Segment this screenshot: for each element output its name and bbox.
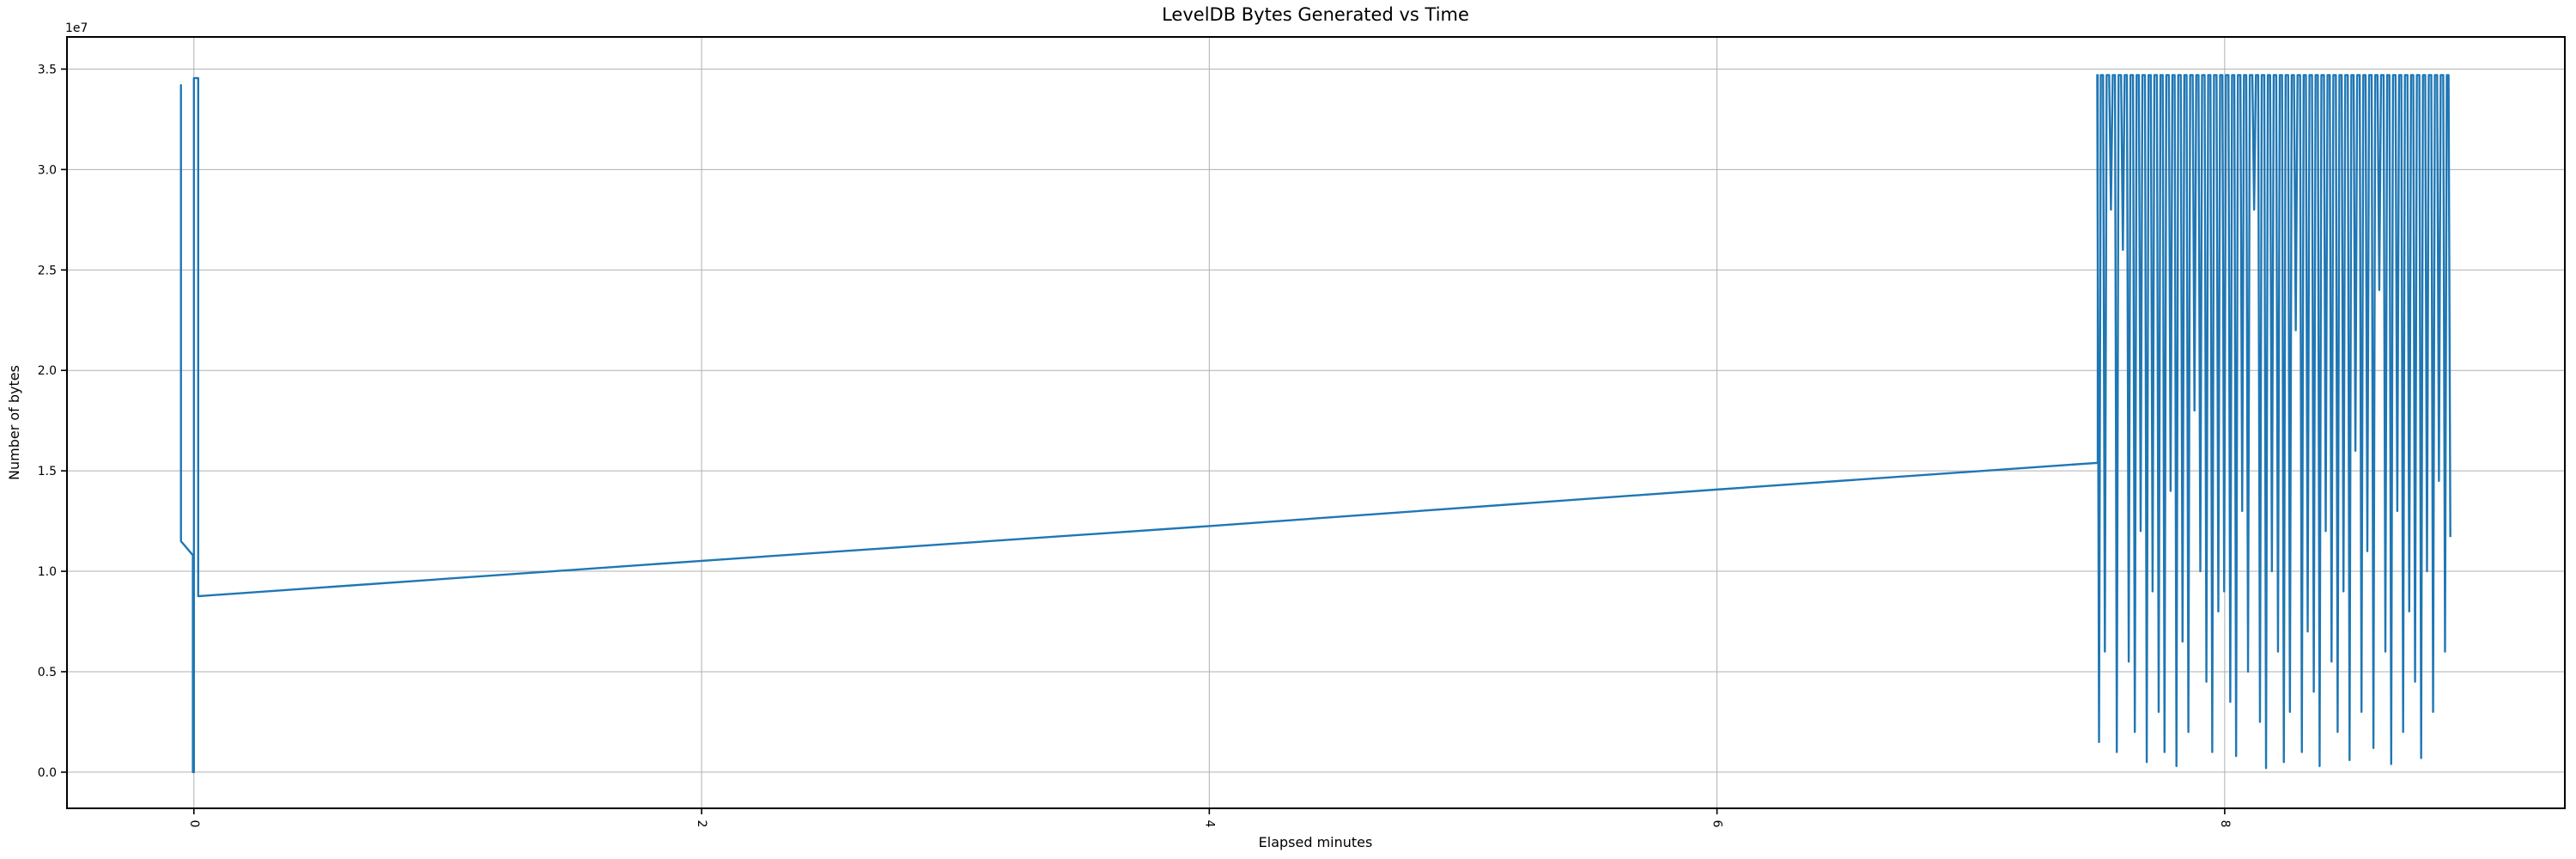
y-tick-label: 3.5 xyxy=(38,63,57,76)
y-tick-label: 0.0 xyxy=(38,766,57,780)
series-layer xyxy=(179,74,2451,774)
y-tick-label: 0.5 xyxy=(38,666,57,679)
axes-box xyxy=(66,36,2566,809)
tick-layer: 0 2 4 6 8 0.0 0.5 1.0 1.5 2.0 2.5 3.0 3.5 xyxy=(38,63,2232,827)
y-tick-label: 2.0 xyxy=(38,364,57,378)
y-tick-label: 1.5 xyxy=(38,465,57,478)
axes-spines xyxy=(66,36,2566,809)
x-tick-label: 8 xyxy=(2218,820,2232,828)
x-tick-label: 0 xyxy=(187,820,201,828)
x-tick-label: 6 xyxy=(1710,820,1724,828)
y-tick-label: 1.0 xyxy=(38,565,57,579)
x-axis-label: Elapsed minutes xyxy=(1259,834,1373,850)
y-offset-label: 1e7 xyxy=(65,21,88,35)
chart-title: LevelDB Bytes Generated vs Time xyxy=(1162,4,1469,25)
x-tick-label: 2 xyxy=(695,820,708,828)
series-line xyxy=(179,74,2451,774)
y-axis-label: Number of bytes xyxy=(6,365,22,480)
x-tick-label: 4 xyxy=(1202,820,1216,828)
y-tick-label: 2.5 xyxy=(38,264,57,277)
y-tick-label: 3.0 xyxy=(38,163,57,177)
